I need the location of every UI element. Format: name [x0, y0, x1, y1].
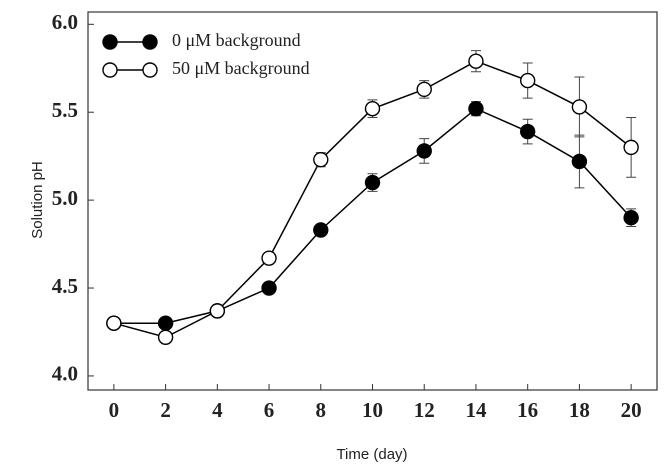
data-point	[571, 99, 588, 115]
data-point	[106, 315, 122, 331]
data-point	[623, 210, 639, 226]
data-point	[519, 72, 536, 89]
data-point	[364, 174, 381, 191]
data-point	[157, 315, 174, 331]
y-tick-label: 6.0	[52, 10, 78, 34]
data-point	[468, 100, 484, 117]
x-tick-label: 12	[414, 398, 435, 422]
data-point	[623, 139, 639, 156]
legend-label: 50 μM background	[172, 58, 310, 78]
data-point	[157, 329, 174, 345]
data-point	[468, 53, 484, 69]
x-tick-label: 14	[465, 398, 487, 422]
data-point	[364, 100, 381, 117]
legend-marker	[142, 62, 158, 78]
y-tick-label: 5.5	[52, 98, 78, 122]
legend-marker	[142, 34, 158, 50]
x-tick-label: 16	[517, 398, 538, 422]
x-tick-label: 4	[212, 398, 223, 422]
y-tick-label: 4.5	[52, 274, 78, 298]
data-point	[261, 280, 277, 296]
x-tick-label: 6	[264, 398, 275, 422]
data-point	[209, 303, 226, 319]
legend-marker	[102, 62, 118, 78]
x-tick-label: 8	[316, 398, 327, 422]
x-axis-label: Time (day)	[336, 446, 407, 463]
data-point	[571, 153, 588, 170]
data-point	[261, 250, 277, 266]
legend-label: 0 μM background	[172, 30, 301, 50]
data-point	[519, 123, 536, 140]
x-tick-label: 10	[362, 398, 383, 422]
data-point	[416, 81, 432, 98]
x-tick-label: 2	[160, 398, 171, 422]
y-tick-label: 4.0	[52, 362, 78, 386]
legend-marker	[102, 34, 118, 50]
x-tick-label: 0	[109, 398, 120, 422]
x-tick-label: 18	[569, 398, 590, 422]
data-point	[313, 222, 329, 238]
data-point	[313, 151, 329, 168]
y-tick-label: 5.0	[52, 186, 78, 210]
x-tick-label: 20	[621, 398, 642, 422]
y-axis-label: Solution pH	[29, 161, 46, 239]
data-point	[416, 143, 432, 159]
series-line	[113, 107, 632, 324]
